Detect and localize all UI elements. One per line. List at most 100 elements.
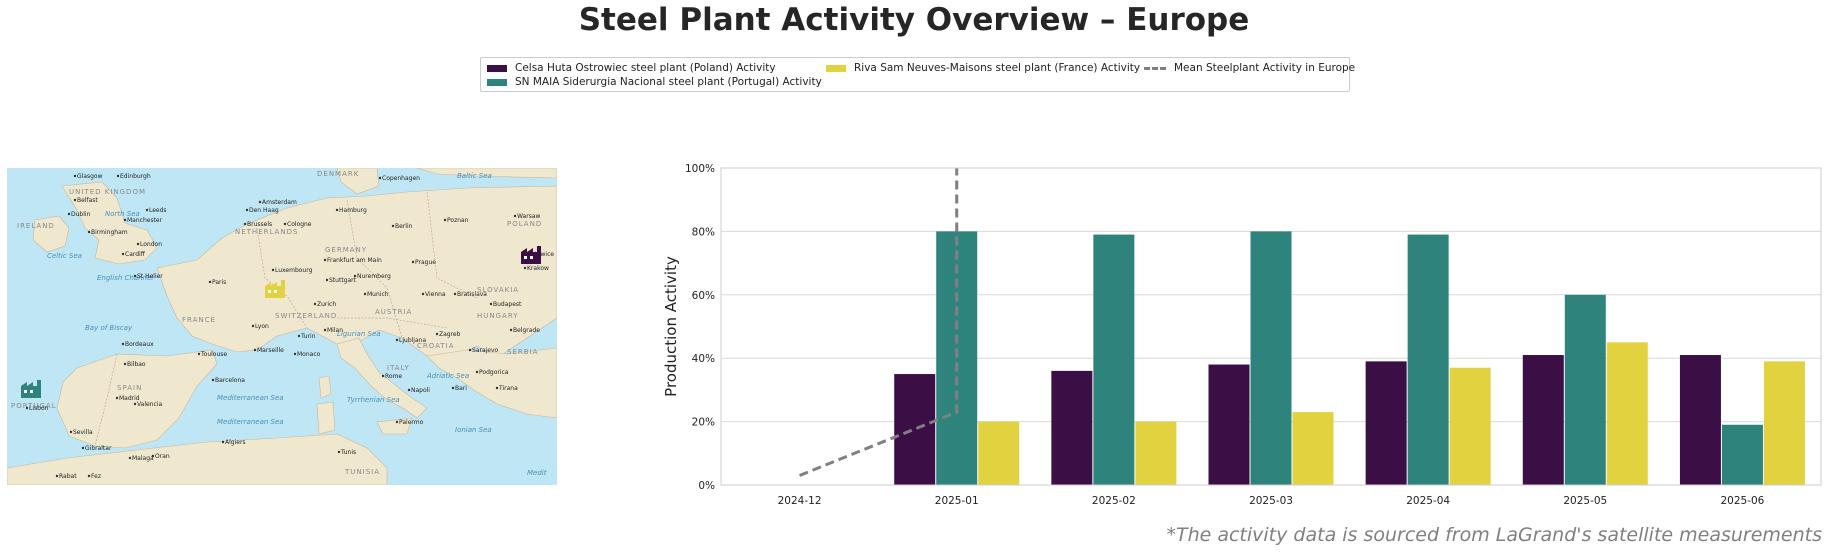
map-city-label: Poznan [447, 217, 469, 224]
map-city-label: Copenhagen [382, 175, 420, 182]
map-city-dot [55, 474, 59, 478]
map-city-label: Krakow [527, 265, 549, 272]
map-city-dot [283, 222, 287, 226]
bar [1407, 234, 1449, 485]
bar-chart-svg: 0% 20% 40% 60% 80% 100% 2024-12 2025-01 2025-02 2… [662, 163, 1822, 507]
map-country-label: POLAND [507, 220, 542, 228]
map-city-dot [337, 450, 341, 454]
map-city-dot [133, 402, 137, 406]
map-city-label: Amsterdam [262, 199, 297, 206]
map-city-label: Fez [91, 473, 101, 480]
y-tick-label: 0% [698, 480, 715, 492]
x-tick-label: 2025-03 [1249, 495, 1293, 507]
bar [1292, 412, 1334, 485]
land-iberia [56, 349, 218, 449]
y-tick-label: 40% [692, 353, 715, 365]
map-city-dot [435, 332, 439, 336]
map-city-dot [87, 230, 91, 234]
map-country-label: FRANCE [182, 316, 216, 324]
map-city-label: Dublin [71, 211, 91, 218]
map-city-dot [509, 328, 513, 332]
bar [1721, 424, 1763, 485]
map-city-label: Oran [155, 453, 170, 460]
map-city-dot [151, 454, 155, 458]
plot-frame [720, 167, 1822, 486]
map-city-dot [451, 386, 455, 390]
legend-label-mean: Mean Steelplant Activity in Europe [1174, 62, 1356, 74]
map-city-label: Glasgow [77, 173, 103, 180]
map-city-dot [335, 208, 339, 212]
bar [1365, 361, 1407, 485]
map-city-dot [313, 302, 317, 306]
legend-item-mean: Mean Steelplant Activity in Europe [1144, 61, 1355, 75]
legend-item-france: Riva Sam Neuves-Maisons steel plant (Fra… [826, 61, 1140, 75]
map-country-label: SPAIN [117, 384, 142, 392]
bar [1522, 355, 1564, 485]
map-city-dot [81, 446, 85, 450]
map-city-dot [25, 406, 29, 410]
map-city-label: Budapest [493, 301, 522, 308]
bar [1093, 234, 1135, 485]
map-city-dot [69, 430, 73, 434]
map-city-label: St Helier [137, 273, 163, 280]
land-scandinavia [416, 168, 557, 179]
map-city-label: Munich [367, 291, 389, 298]
chart-legend: Celsa Huta Ostrowiec steel plant (Poland… [480, 57, 1355, 92]
map-country-label: AUSTRIA [375, 308, 412, 316]
bar [1250, 231, 1292, 485]
map-city-dot [221, 440, 225, 444]
map-city-dot [115, 396, 119, 400]
map-city-dot [391, 224, 395, 228]
map-city-dot [208, 280, 212, 284]
map-city-label: Cardiff [125, 251, 146, 258]
map-city-dot [325, 278, 329, 282]
map-city-label: Gibraltar [85, 445, 112, 452]
map-city-dot [121, 252, 125, 256]
map-country-label: HUNGARY [477, 312, 519, 320]
map-city-dot [378, 176, 382, 180]
map-city-dot [121, 342, 125, 346]
land-corsica [318, 375, 332, 399]
map-city-label: Valencia [137, 401, 162, 408]
europe-map-svg: UNITED KINGDOM IRELAND DENMARK NETHERLANDS G… [7, 168, 557, 485]
map-city-label: Berlin [395, 223, 413, 230]
map-city-dot [475, 370, 479, 374]
bar [936, 231, 978, 485]
map-city-label: Leeds [149, 207, 167, 214]
map-country-label: SWITZERLAND [275, 312, 337, 320]
map-city-dot [495, 386, 499, 390]
map-city-dot [323, 328, 327, 332]
map-city-label: Malaga [132, 455, 154, 462]
map-sea-label: English Channel [97, 274, 153, 282]
map-sea-label: Ionian Sea [455, 426, 492, 434]
map-city-dot [353, 274, 357, 278]
map-labels: UNITED KINGDOM IRELAND DENMARK NETHERLANDS G… [11, 170, 554, 480]
map-city-dot [271, 268, 275, 272]
land-balkans [426, 347, 557, 419]
map-city-label: Vienna [425, 291, 446, 298]
map-sea-label: Mediterranean Sea [217, 418, 284, 426]
y-tick-label: 20% [692, 417, 715, 429]
map-sea-label: Celtic Sea [47, 252, 82, 260]
map-city-label: Lisbon [29, 405, 49, 412]
map-city-dot [489, 302, 493, 306]
map-sea-label: Mediterranean Sea [217, 394, 284, 402]
legend-item-portugal: SN MAIA Siderurgia Nacional steel plant … [487, 75, 822, 89]
map-city-label: Tunis [340, 449, 356, 456]
x-tick-label: 2025-06 [1720, 495, 1764, 507]
x-tick-label: 2025-01 [935, 495, 979, 507]
footnote: *The activity data is sourced from LaGra… [1166, 524, 1822, 546]
map-city-dot [395, 420, 399, 424]
map-city-dot [258, 200, 262, 204]
border-de-east [346, 199, 403, 339]
legend-label-france: Riva Sam Neuves-Maisons steel plant (Fra… [854, 62, 1141, 74]
map-city-label: Napoli [411, 387, 430, 394]
map-city-label: Birmingham [91, 229, 128, 236]
land-north-africa [7, 433, 388, 485]
bar [1208, 364, 1250, 485]
map-city-label: Monaco [297, 351, 321, 358]
y-tick-label: 100% [685, 163, 715, 175]
map-country-label: PORTUGAL [11, 402, 57, 410]
map-city-dot [123, 362, 127, 366]
legend-swatch-poland [487, 64, 507, 72]
